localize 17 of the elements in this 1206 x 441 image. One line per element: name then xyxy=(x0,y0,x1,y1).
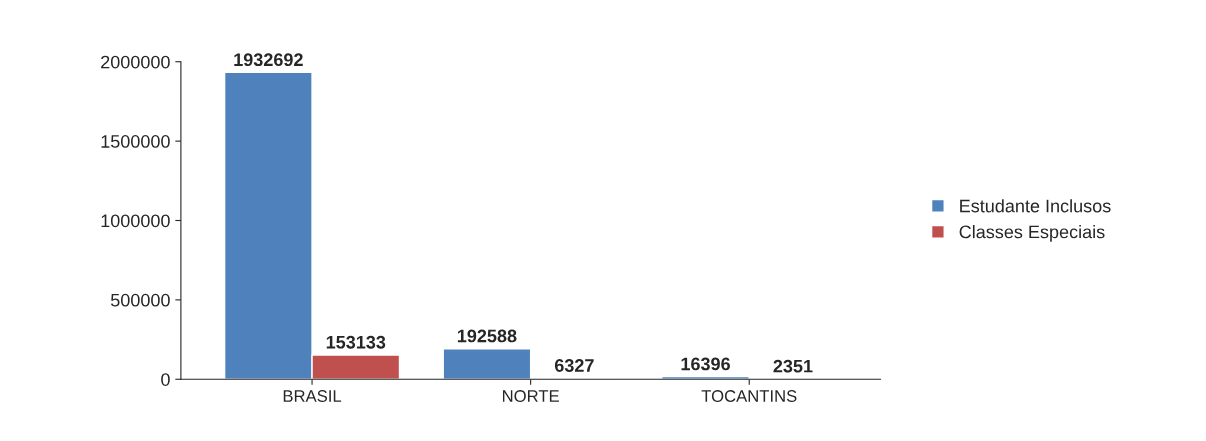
y-tick-label: 0 xyxy=(161,373,170,386)
bar xyxy=(442,347,532,380)
data-label: 16396 xyxy=(681,357,730,371)
data-label: 2351 xyxy=(773,359,813,373)
legend-label: Classes Especiais xyxy=(959,225,1105,242)
x-tick-label: TOCANTINS xyxy=(701,390,797,402)
y-tick-label: 1500000 xyxy=(101,135,170,148)
data-label: 192588 xyxy=(457,329,517,343)
y-tick-label: 1000000 xyxy=(101,214,170,228)
data-label: 1932692 xyxy=(234,53,303,67)
legend-label: Estudante Inclusos xyxy=(960,199,1111,213)
y-tick-label: 2000000 xyxy=(101,55,170,69)
data-label: 6327 xyxy=(554,359,594,372)
y-tick-label: 500000 xyxy=(110,293,170,307)
x-tick-label: BRASIL xyxy=(283,390,342,402)
x-tick-label: NORTE xyxy=(502,390,559,402)
data-label: 153133 xyxy=(326,335,386,349)
